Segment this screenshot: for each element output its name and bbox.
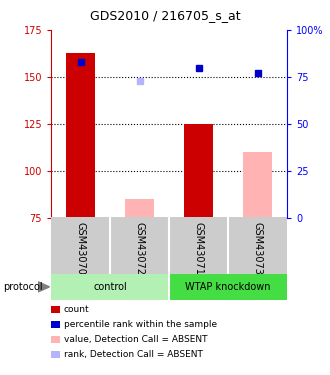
Bar — [169, 274, 287, 300]
Bar — [243, 152, 272, 217]
Text: GSM43073: GSM43073 — [252, 222, 263, 275]
Text: WTAP knockdown: WTAP knockdown — [185, 282, 271, 292]
Text: protocol: protocol — [3, 282, 43, 292]
Text: percentile rank within the sample: percentile rank within the sample — [64, 320, 217, 329]
Bar — [51, 274, 169, 300]
Text: count: count — [64, 305, 89, 314]
Text: rank, Detection Call = ABSENT: rank, Detection Call = ABSENT — [64, 350, 203, 359]
Text: value, Detection Call = ABSENT: value, Detection Call = ABSENT — [64, 335, 207, 344]
Text: GDS2010 / 216705_s_at: GDS2010 / 216705_s_at — [90, 9, 240, 22]
Polygon shape — [38, 282, 50, 292]
Bar — [184, 124, 214, 218]
Text: GSM43070: GSM43070 — [76, 222, 86, 275]
Text: control: control — [93, 282, 127, 292]
Bar — [66, 53, 95, 217]
Bar — [125, 199, 154, 217]
Text: GSM43071: GSM43071 — [194, 222, 204, 275]
Text: GSM43072: GSM43072 — [135, 222, 145, 275]
